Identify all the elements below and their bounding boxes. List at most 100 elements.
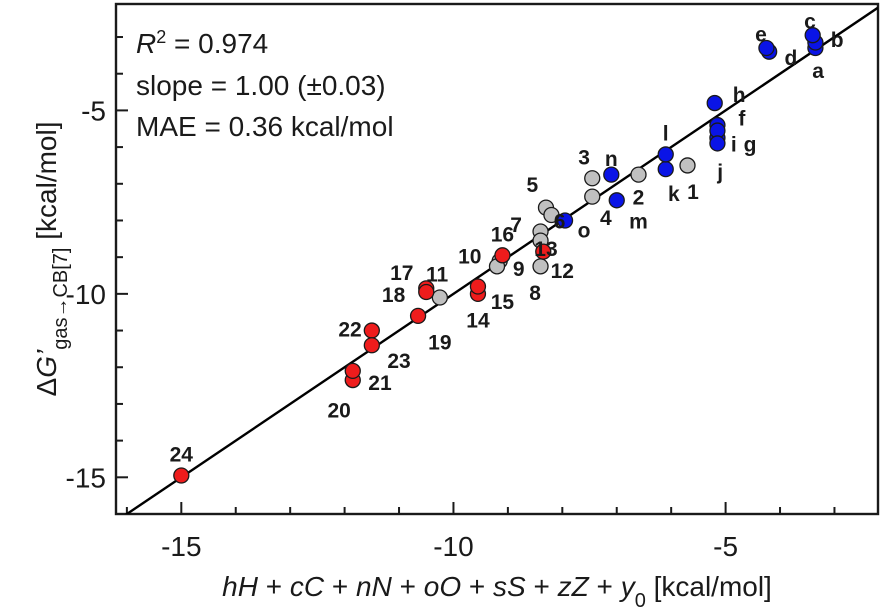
point-label-8: 8 (529, 282, 541, 305)
point-gray-11 (431, 289, 449, 306)
point-label-5: 5 (527, 174, 539, 197)
x-axis-title-part: h (222, 571, 238, 602)
point-label-j: j (716, 161, 723, 184)
point-blue-c (804, 27, 821, 44)
y-axis-title-symbol: G’ (31, 349, 62, 378)
x-axis-title-part: H (238, 571, 259, 602)
point-label-2: 2 (633, 187, 645, 210)
x-axis-title-part: z (557, 571, 572, 602)
point-blue-j (709, 135, 726, 152)
point-blue-l (657, 146, 674, 163)
x-tick-label: -5 (713, 531, 738, 562)
point-gray-3 (584, 170, 601, 187)
stat-mae: MAE = 0.36 kcal/mol (136, 111, 394, 142)
point-label-c: c (804, 11, 816, 34)
point-label-h: h (733, 84, 746, 107)
x-axis-title-part: 0 (635, 590, 646, 612)
x-axis-title-part: o (424, 571, 440, 602)
x-axis-title-part: N (372, 571, 393, 602)
point-red-15 (469, 278, 487, 295)
point-label-17: 17 (390, 262, 413, 285)
point-label-10: 10 (458, 245, 481, 268)
stat-r2-symbol: R (136, 28, 156, 59)
x-axis-title-part: + (392, 571, 424, 602)
x-tick-label: -10 (433, 531, 473, 562)
x-axis-title: hH + cC + nN + oO + sS + zZ + y0 [kcal/m… (222, 571, 772, 612)
x-axis-title-part: + (526, 571, 558, 602)
point-label-g: g (744, 133, 757, 156)
point-label-6: 6 (554, 210, 566, 233)
y-tick-label: -10 (66, 279, 106, 310)
point-label-b: b (831, 29, 844, 52)
point-label-12: 12 (551, 260, 574, 283)
x-axis-title-part: [kcal/mol] (646, 571, 772, 602)
axis-tick-labels: -15 -10 -5 -15 -10 -5 (66, 95, 739, 562)
point-label-n: n (605, 148, 618, 171)
x-axis-title-part: + (258, 571, 290, 602)
y-tick-label: -15 (66, 462, 106, 493)
point-label-22: 22 (338, 319, 361, 342)
point-gray-4 (584, 188, 601, 205)
point-label-21: 21 (368, 372, 392, 395)
point-label-24: 24 (170, 443, 194, 466)
point-red-23 (363, 337, 380, 354)
point-blue-o (556, 212, 574, 229)
point-label-15: 15 (491, 291, 515, 314)
x-axis-title-part: y (619, 571, 637, 602)
point-label-7: 7 (510, 214, 522, 237)
point-blue-m (608, 192, 625, 209)
x-axis-title-part: C (304, 571, 325, 602)
point-label-1: 1 (687, 181, 699, 204)
x-axis-title-part: c (290, 571, 304, 602)
point-label-11: 11 (426, 264, 449, 287)
y-axis-title-delta: Δ (31, 378, 62, 397)
point-label-f: f (738, 108, 746, 131)
point-label-14: 14 (466, 310, 490, 333)
point-label-4: 4 (600, 207, 612, 230)
point-label-o: o (578, 220, 591, 243)
point-label-23: 23 (387, 350, 410, 373)
x-axis-title-part: n (356, 571, 372, 602)
point-red-22 (363, 322, 380, 339)
point-red-19 (409, 307, 427, 325)
point-red-18 (418, 283, 435, 301)
point-label-l: l (663, 122, 669, 145)
x-axis-title-part: + (324, 571, 356, 602)
point-red-16 (494, 247, 511, 264)
point-gray-2 (630, 166, 647, 183)
stat-slope: slope = 1.00 (±0.03) (136, 70, 386, 101)
point-label-16: 16 (491, 223, 514, 246)
x-axis-title-part: s (493, 571, 507, 602)
point-label-e: e (755, 23, 767, 46)
x-axis-title-part: O (439, 571, 461, 602)
point-gray-6 (543, 206, 560, 224)
point-label-18: 18 (382, 284, 406, 307)
point-blue-e (758, 39, 775, 57)
point-gray-1 (679, 157, 696, 174)
point-gray-8 (532, 258, 549, 275)
point-label-a: a (812, 60, 824, 83)
y-axis-title-subscript: gas→CB[7] (50, 248, 72, 350)
point-label-3: 3 (578, 146, 590, 169)
stat-r2: R2 = 0.974 (136, 27, 268, 59)
point-label-20: 20 (327, 399, 350, 422)
point-blue-k (657, 160, 674, 178)
y-axis-title-unit: [kcal/mol] (31, 122, 62, 248)
x-axis-title-part: + (589, 571, 621, 602)
y-tick-label: -5 (81, 95, 106, 126)
point-label-k: k (668, 183, 680, 206)
stat-r2-value: = 0.974 (166, 28, 268, 59)
plot-frame (114, 2, 880, 516)
axis-ticks (116, 36, 836, 515)
point-label-m: m (629, 210, 648, 233)
x-axis-title-part: + (461, 571, 493, 602)
stat-r2-sup: 2 (156, 27, 166, 47)
point-label-d: d (785, 47, 798, 70)
point-label-13: 13 (534, 238, 557, 261)
y-axis-title: ΔG’gas→CB[7] [kcal/mol] (31, 122, 72, 397)
data-points (173, 27, 824, 484)
point-blue-h (706, 94, 723, 112)
point-red-13 (535, 243, 552, 260)
x-axis-title-part: S (507, 571, 526, 602)
